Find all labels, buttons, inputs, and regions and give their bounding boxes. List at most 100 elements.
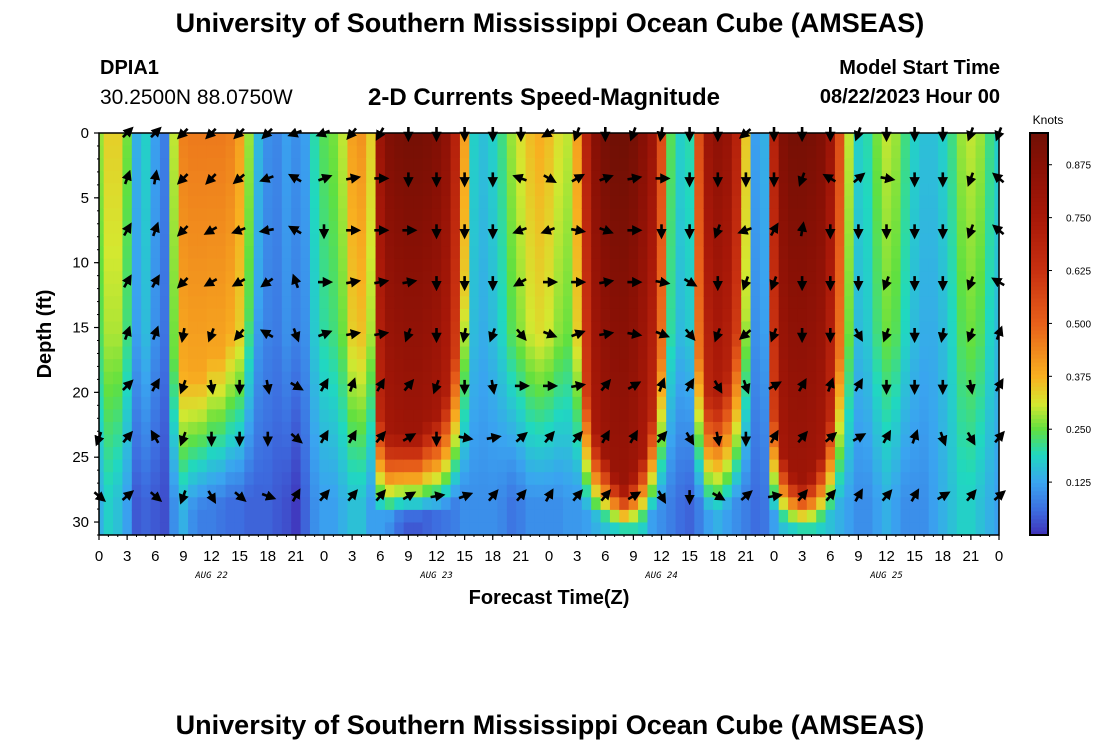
current-vector	[178, 379, 189, 395]
heat-cell	[703, 246, 714, 260]
heat-cell	[938, 195, 949, 209]
heat-cell	[272, 308, 283, 323]
x-tick-label: 3	[573, 548, 581, 565]
heat-cell	[647, 271, 658, 285]
heat-cell	[909, 409, 920, 423]
heat-cell	[422, 246, 433, 260]
heat-cell	[347, 233, 358, 247]
heat-cell	[506, 384, 517, 398]
current-vector	[345, 173, 362, 184]
heat-cell	[863, 509, 874, 524]
current-vector	[543, 488, 554, 502]
heat-cell	[488, 233, 499, 247]
heat-cell	[131, 359, 142, 373]
heat-cell	[759, 384, 770, 398]
x-tick-label: 6	[601, 548, 609, 565]
heat-cell	[300, 308, 311, 323]
heat-cell	[506, 522, 517, 535]
heat-cell	[694, 334, 705, 348]
heat-cell	[188, 170, 199, 184]
heat-cell	[178, 296, 189, 310]
current-vector	[853, 488, 863, 502]
heat-cell	[853, 359, 864, 373]
heat-cell	[281, 283, 292, 297]
heat-cell	[291, 283, 302, 297]
heat-cell	[131, 233, 142, 247]
heat-cell	[806, 472, 817, 486]
heat-cell	[928, 434, 939, 448]
heat-cell	[431, 409, 442, 423]
heat-cell	[300, 434, 311, 448]
heat-cell	[666, 409, 677, 423]
heat-cell	[366, 346, 377, 360]
heat-cell	[881, 158, 892, 172]
current-vector	[937, 327, 949, 343]
heat-cell	[338, 447, 349, 461]
heat-cell	[197, 409, 208, 423]
x-axis-title: Forecast Time(Z)	[469, 587, 630, 609]
heat-cell	[759, 359, 770, 373]
colorbar-segment	[1030, 474, 1048, 480]
heat-cell	[113, 183, 124, 197]
current-vector	[121, 379, 134, 392]
heat-cell	[178, 509, 189, 524]
heat-cell	[338, 334, 349, 348]
heat-cell	[731, 158, 742, 172]
heat-cell	[516, 459, 527, 473]
heat-cell	[525, 346, 536, 360]
heat-cell	[891, 384, 902, 398]
heat-cell	[328, 484, 339, 498]
heat-cell	[534, 195, 545, 209]
heat-cell	[150, 158, 161, 172]
heat-cell	[872, 308, 883, 323]
heat-cell	[844, 271, 855, 285]
heat-cell	[394, 346, 405, 360]
heat-cell	[347, 283, 358, 297]
heat-cell	[638, 421, 649, 436]
heat-cell	[900, 296, 911, 310]
heat-cell	[375, 522, 386, 535]
heat-cell	[234, 258, 245, 272]
current-vector	[205, 173, 217, 185]
heat-cell	[516, 296, 527, 310]
heat-cell	[291, 409, 302, 423]
heat-cell	[422, 170, 433, 184]
heat-cell	[488, 497, 499, 511]
heat-cell	[413, 371, 424, 385]
heat-cell	[994, 158, 999, 172]
heat-cell	[553, 346, 564, 360]
heat-cell	[506, 183, 517, 197]
heat-cell	[141, 246, 152, 260]
heat-cell	[553, 484, 564, 498]
heat-cell	[281, 409, 292, 423]
heat-cell	[609, 447, 620, 461]
heat-cell	[178, 371, 189, 385]
heat-cell	[384, 447, 395, 461]
heat-cell	[534, 472, 545, 486]
heat-cell	[478, 497, 489, 511]
heat-cell	[563, 233, 574, 247]
heat-cell	[600, 359, 611, 373]
heat-cell	[356, 170, 367, 184]
heat-cell	[122, 371, 133, 385]
heat-cell	[994, 208, 999, 222]
heat-cell	[356, 220, 367, 235]
current-vector	[318, 377, 329, 392]
heat-cell	[919, 208, 930, 222]
heat-cell	[244, 434, 255, 448]
heat-cell	[159, 509, 170, 524]
heat-cell	[797, 409, 808, 423]
footer-title: University of Southern Mississippi Ocean…	[175, 710, 925, 740]
heat-cell	[938, 359, 949, 373]
heat-cell	[722, 509, 733, 524]
heat-cell	[131, 283, 142, 297]
heat-cell	[834, 371, 845, 385]
heat-cell	[169, 472, 180, 486]
heat-cell	[563, 271, 574, 285]
heat-cell	[581, 220, 592, 235]
heat-cell	[769, 472, 780, 486]
heat-cell	[769, 296, 780, 310]
colorbar-segment	[1030, 430, 1048, 435]
heat-cell	[900, 459, 911, 473]
heat-cell	[881, 509, 892, 524]
